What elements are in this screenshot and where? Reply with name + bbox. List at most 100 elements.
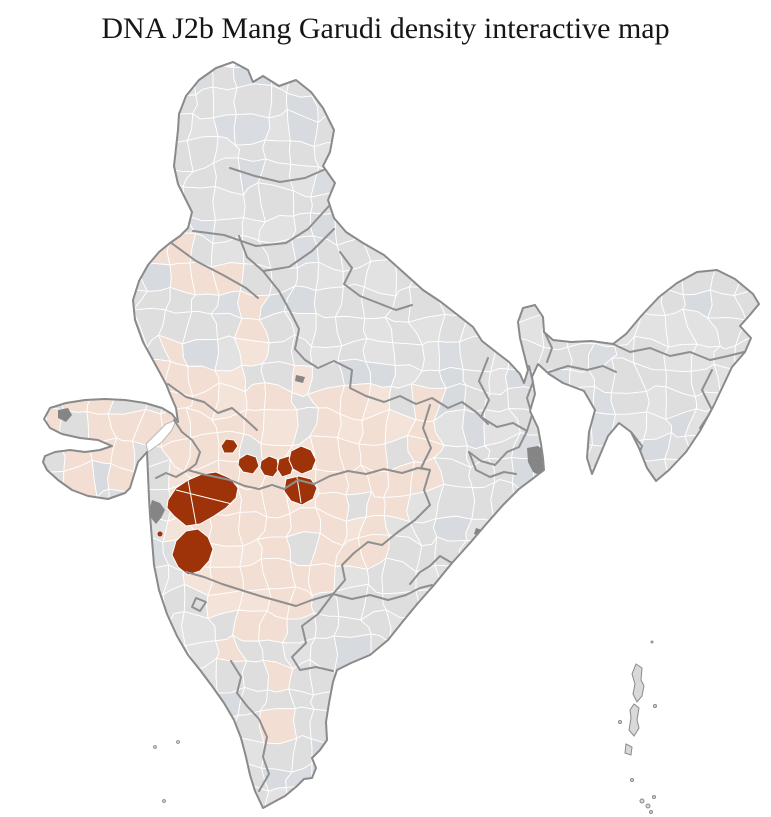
- district[interactable]: [582, 157, 619, 195]
- district[interactable]: [737, 543, 770, 571]
- district[interactable]: [35, 532, 70, 570]
- district[interactable]: [533, 683, 573, 719]
- district[interactable]: [207, 812, 245, 817]
- district[interactable]: [408, 206, 444, 247]
- district[interactable]: [586, 736, 614, 766]
- district[interactable]: [484, 688, 524, 721]
- district[interactable]: [108, 488, 144, 522]
- district[interactable]: [82, 661, 118, 687]
- district[interactable]: [491, 166, 522, 186]
- district[interactable]: [37, 759, 59, 798]
- district[interactable]: [35, 258, 71, 290]
- district[interactable]: [532, 243, 570, 271]
- district[interactable]: [415, 589, 440, 619]
- district[interactable]: [483, 284, 521, 323]
- district[interactable]: [411, 233, 437, 265]
- district[interactable]: [519, 683, 540, 721]
- district[interactable]: [132, 783, 167, 815]
- district[interactable]: [532, 616, 575, 647]
- district[interactable]: [234, 736, 265, 769]
- highlighted-district[interactable]: [157, 531, 163, 537]
- district[interactable]: [43, 792, 62, 817]
- district[interactable]: [132, 757, 166, 792]
- highlighted-district[interactable]: [166, 471, 239, 527]
- district[interactable]: [745, 739, 768, 768]
- district[interactable]: [189, 738, 212, 772]
- district[interactable]: [32, 662, 69, 694]
- district[interactable]: [740, 211, 771, 247]
- district[interactable]: [142, 58, 164, 98]
- district[interactable]: [107, 67, 147, 94]
- district[interactable]: [369, 660, 397, 694]
- district[interactable]: [86, 238, 119, 273]
- district[interactable]: [564, 457, 589, 497]
- district[interactable]: [37, 332, 71, 372]
- district[interactable]: [58, 718, 93, 738]
- district[interactable]: [36, 212, 74, 245]
- district[interactable]: [690, 565, 714, 592]
- district[interactable]: [746, 765, 764, 797]
- district[interactable]: [616, 159, 642, 197]
- district[interactable]: [610, 456, 638, 489]
- district[interactable]: [531, 757, 562, 799]
- district[interactable]: [460, 785, 491, 817]
- district[interactable]: [585, 507, 613, 548]
- district[interactable]: [35, 283, 69, 313]
- district[interactable]: [82, 684, 122, 720]
- district[interactable]: [608, 284, 643, 322]
- district[interactable]: [39, 115, 72, 149]
- district[interactable]: [62, 308, 94, 337]
- district[interactable]: [560, 737, 595, 770]
- district[interactable]: [610, 235, 648, 262]
- district[interactable]: [461, 143, 494, 168]
- district[interactable]: [157, 112, 194, 143]
- district[interactable]: [233, 83, 273, 119]
- district[interactable]: [113, 519, 147, 538]
- district[interactable]: [414, 788, 448, 817]
- district[interactable]: [746, 88, 768, 120]
- district[interactable]: [207, 542, 244, 568]
- district[interactable]: [108, 185, 138, 221]
- district[interactable]: [388, 634, 420, 662]
- district[interactable]: [63, 608, 95, 647]
- district[interactable]: [683, 236, 717, 268]
- district[interactable]: [35, 687, 64, 722]
- district[interactable]: [61, 60, 96, 88]
- district[interactable]: [657, 614, 694, 639]
- district[interactable]: [519, 262, 539, 297]
- district[interactable]: [706, 655, 740, 692]
- district[interactable]: [565, 232, 598, 271]
- district[interactable]: [83, 335, 118, 372]
- district[interactable]: [383, 88, 417, 111]
- district[interactable]: [459, 556, 497, 597]
- district[interactable]: [664, 788, 687, 815]
- district[interactable]: [483, 732, 521, 768]
- district[interactable]: [483, 86, 519, 118]
- district[interactable]: [685, 714, 715, 742]
- district[interactable]: [384, 738, 413, 773]
- district[interactable]: [257, 536, 291, 562]
- district[interactable]: [60, 182, 90, 216]
- district[interactable]: [113, 783, 138, 817]
- district[interactable]: [610, 764, 644, 800]
- district[interactable]: [556, 760, 595, 796]
- district[interactable]: [483, 209, 521, 241]
- district[interactable]: [63, 330, 94, 371]
- district[interactable]: [37, 232, 73, 271]
- district[interactable]: [562, 266, 597, 291]
- district[interactable]: [411, 759, 448, 798]
- district[interactable]: [590, 784, 620, 817]
- district[interactable]: [682, 214, 719, 242]
- district[interactable]: [513, 737, 539, 768]
- district[interactable]: [632, 544, 674, 573]
- district[interactable]: [532, 588, 573, 623]
- district[interactable]: [63, 644, 97, 666]
- district[interactable]: [712, 782, 748, 817]
- district[interactable]: [382, 208, 413, 247]
- district[interactable]: [682, 682, 714, 718]
- district[interactable]: [459, 682, 497, 715]
- district[interactable]: [411, 140, 439, 173]
- district[interactable]: [515, 614, 539, 647]
- district[interactable]: [557, 784, 596, 817]
- andaman-nicobar-islands[interactable]: [618, 640, 657, 814]
